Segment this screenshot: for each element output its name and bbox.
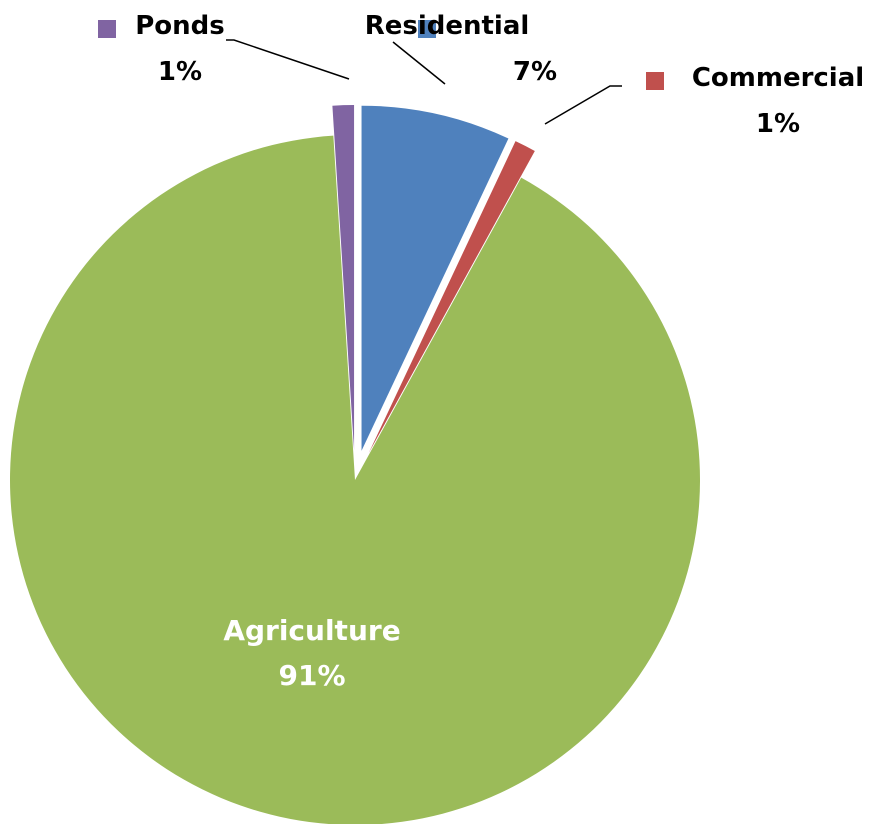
slice-percent-agriculture: 91%: [278, 659, 345, 692]
leader-lines: [226, 39, 622, 125]
slice-percent-ponds: 1%: [158, 57, 202, 87]
legend-key-ponds: [98, 20, 116, 38]
slice-label-ponds: Ponds: [135, 11, 225, 41]
slice-label-commercial: Commercial: [692, 63, 864, 93]
pie-slice-ponds: [332, 105, 355, 451]
slice-label-agriculture: Agriculture: [223, 614, 400, 647]
leader-line-residential: [392, 41, 446, 85]
leader-line-ponds: [226, 39, 350, 80]
pie-slice-agriculture: [10, 135, 700, 824]
leader-line-commercial: [544, 85, 622, 125]
slice-labels: Residential 7% Commercial 1% Agriculture 91% P…: [98, 11, 864, 692]
slice-percent-residential: 7%: [513, 57, 557, 87]
legend-key-commercial: [646, 72, 664, 90]
pie-slice-residential: [361, 105, 509, 451]
legend-key-residential: [418, 20, 436, 38]
slice-percent-commercial: 1%: [756, 109, 800, 139]
pie-slice-commercial: [368, 141, 535, 454]
pie-slices: [10, 105, 700, 824]
slice-label-residential: Residential: [365, 11, 530, 41]
